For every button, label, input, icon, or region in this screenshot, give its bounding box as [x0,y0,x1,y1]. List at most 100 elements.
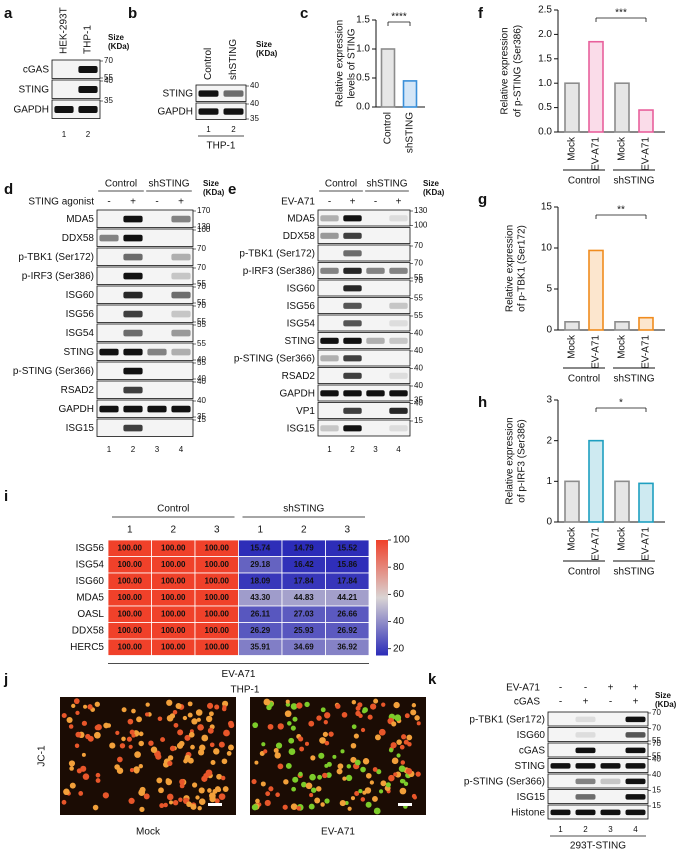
cell [355,710,361,717]
cell [378,789,384,794]
band [123,329,143,337]
band [575,809,596,816]
cell [275,792,280,798]
y-tick-label: 0.0 [356,102,370,113]
cell [223,729,230,737]
sign: - [559,683,562,694]
cell [117,756,123,763]
treatment-label: cGAS [514,697,540,708]
size-label: (KDa) [108,42,130,51]
band [575,732,596,738]
cell [131,708,136,714]
cell [87,735,94,742]
cell [324,740,330,746]
cell-line: 293T-STING [570,841,626,852]
cell-label: 100.00 [118,626,143,635]
cell [68,760,76,767]
cell [75,710,80,716]
blot-row [317,367,411,384]
band [123,310,143,318]
cell [94,724,100,731]
band [389,407,408,414]
sign: + [608,683,614,694]
cell [190,803,197,810]
cell [61,712,67,719]
cell-label: 100.00 [205,609,230,618]
cell-label: 18.09 [250,576,271,585]
group-label: Control [105,179,137,190]
sign: - [374,197,377,208]
cell [385,782,391,788]
sign: + [130,197,136,208]
cell-label: 15.86 [337,560,358,569]
row-label: DDX58 [62,233,95,244]
cell [198,798,206,805]
cell [285,763,292,769]
row-label: p-IRF3 (Ser386) [22,271,94,282]
blot-row [96,342,194,361]
marker-label: 35 [104,96,113,105]
band [171,253,191,261]
row-label: p-STING (Ser366) [464,776,545,787]
blot-row [96,304,194,323]
cell [362,790,367,795]
band [389,215,408,222]
band [550,809,571,816]
cell [206,702,214,709]
sign: - [155,197,158,208]
band [343,215,362,222]
band [575,716,596,723]
group-label: Control [568,567,600,578]
cell [288,737,295,744]
band [625,794,646,800]
cell [290,703,298,710]
cell [138,740,144,747]
blot-row [51,59,101,79]
cell [169,745,176,752]
row-label: GAPDH [279,388,315,399]
cell [81,720,88,726]
marker-label: 70 [197,244,206,253]
cell [374,734,381,741]
cell [252,722,259,729]
lane-label: 4 [179,445,184,454]
marker-label: 40 [414,399,423,408]
group-label: shSTING [366,179,407,190]
cell [68,724,74,729]
row-label: ISG56 [287,301,316,312]
cell [404,713,410,719]
cell [298,771,303,777]
cell [127,718,134,725]
band [320,425,339,432]
sign: + [350,197,356,208]
row-label: DDX58 [283,231,316,242]
cell [396,739,402,745]
band [600,763,621,769]
cell [414,715,420,721]
x-tick-label: EV-A71 [641,527,652,561]
cell [129,729,135,735]
x-tick-label: EV-A71 [591,335,602,369]
y-axis-label: Relative expression [500,27,511,114]
band [123,215,143,223]
band [389,425,408,432]
marker-label: 70 [652,724,661,733]
size-label: Size [108,33,125,42]
cell [372,795,378,802]
row-label: p-IRF3 (Ser386) [243,266,315,277]
row-label: ISG60 [66,290,95,301]
cell [340,749,345,754]
cell [292,716,298,722]
band [123,386,143,394]
cell-label: 100.00 [205,543,230,552]
column-label: THP-1 [83,25,94,54]
cell [75,731,82,738]
cell [416,721,421,726]
cell-label: 100.00 [118,642,143,651]
cell [314,797,321,804]
cell [121,736,126,742]
band [99,234,119,242]
marker-label: 70 [197,263,206,272]
band [575,763,596,769]
blot-row [317,244,411,262]
